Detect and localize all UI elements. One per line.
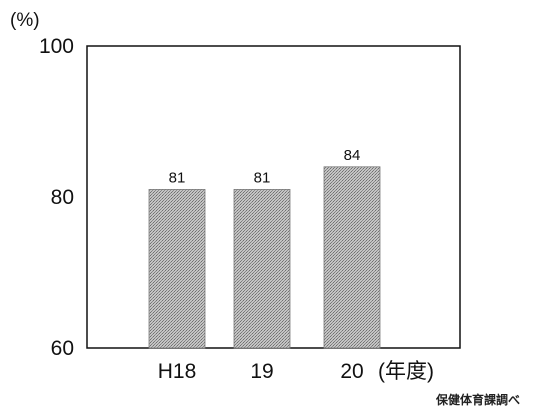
y-unit-label: (%): [10, 10, 40, 31]
category-labels-group: H18 19 20: [158, 360, 364, 383]
y-tick-label: 60: [51, 337, 74, 360]
x-tick-label: H18: [158, 360, 197, 383]
y-axis-ticks: 60 80 100: [39, 35, 74, 360]
y-tick-label: 80: [51, 186, 74, 209]
bar-data-label: 81: [169, 169, 186, 186]
data-labels-group: 81 81 84: [169, 147, 361, 187]
bars-group: [148, 166, 381, 349]
x-tick-label: 20: [340, 360, 363, 383]
x-unit-label: (年度): [378, 360, 434, 383]
bar: [148, 189, 206, 349]
source-note: 保健体育課調べ: [435, 392, 520, 407]
y-tick-label: 100: [39, 35, 74, 58]
bar-data-label: 84: [344, 147, 361, 164]
x-tick-label: 19: [250, 360, 273, 383]
bar: [233, 189, 291, 349]
bar-data-label: 81: [254, 169, 271, 186]
bar: [323, 166, 381, 349]
